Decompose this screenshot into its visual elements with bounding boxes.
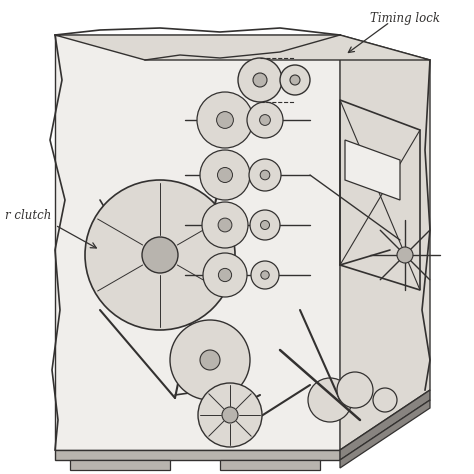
Polygon shape (345, 140, 400, 200)
Polygon shape (55, 35, 430, 60)
Circle shape (260, 170, 270, 180)
Circle shape (202, 202, 248, 248)
Circle shape (251, 261, 279, 289)
Circle shape (397, 247, 413, 263)
Circle shape (142, 237, 178, 273)
Circle shape (261, 271, 269, 279)
Polygon shape (70, 460, 170, 470)
Circle shape (247, 102, 283, 138)
Polygon shape (340, 400, 430, 468)
Polygon shape (55, 450, 340, 460)
Circle shape (218, 218, 232, 232)
Circle shape (253, 73, 267, 87)
Circle shape (219, 268, 232, 282)
Circle shape (203, 253, 247, 297)
Circle shape (260, 115, 270, 126)
Circle shape (337, 372, 373, 408)
Circle shape (200, 150, 250, 200)
Circle shape (373, 388, 397, 412)
Circle shape (261, 220, 270, 229)
Polygon shape (340, 35, 430, 450)
Circle shape (197, 92, 253, 148)
Circle shape (249, 159, 281, 191)
Circle shape (217, 111, 233, 128)
Text: r clutch: r clutch (5, 209, 51, 221)
Circle shape (222, 407, 238, 423)
Circle shape (85, 180, 235, 330)
Circle shape (198, 383, 262, 447)
Circle shape (170, 320, 250, 400)
Circle shape (238, 58, 282, 102)
Circle shape (290, 75, 300, 85)
Circle shape (200, 350, 220, 370)
Text: Timing lock: Timing lock (370, 11, 440, 25)
Circle shape (218, 167, 233, 182)
Circle shape (250, 210, 280, 240)
Circle shape (280, 65, 310, 95)
Circle shape (308, 378, 352, 422)
Polygon shape (340, 390, 430, 460)
Polygon shape (220, 460, 320, 470)
Polygon shape (55, 35, 340, 450)
